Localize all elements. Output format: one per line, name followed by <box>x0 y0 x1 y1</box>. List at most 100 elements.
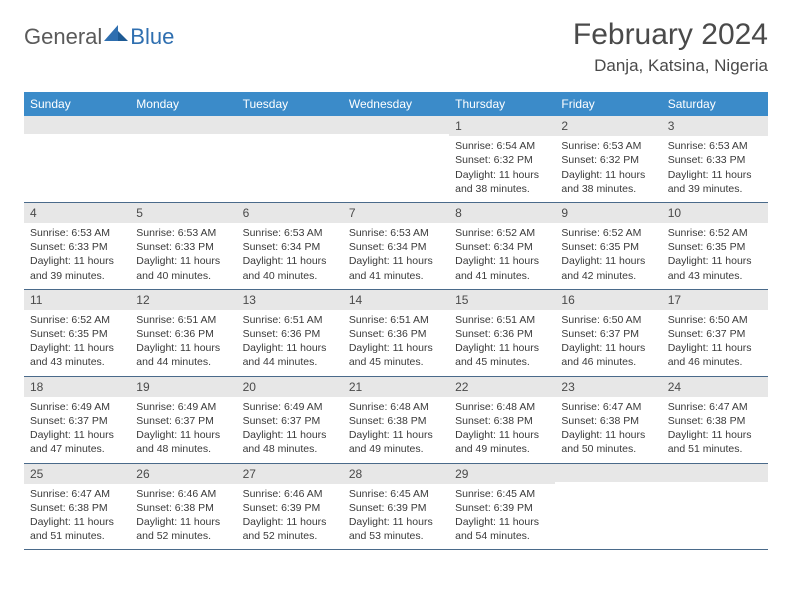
day-number: 13 <box>237 290 343 310</box>
day-body: Sunrise: 6:49 AMSunset: 6:37 PMDaylight:… <box>130 397 236 463</box>
sunset: Sunset: 6:34 PM <box>243 240 337 254</box>
daylight-line1: Daylight: 11 hours <box>455 515 549 529</box>
day-number <box>130 116 236 134</box>
sunset: Sunset: 6:38 PM <box>668 414 762 428</box>
daylight-line1: Daylight: 11 hours <box>455 428 549 442</box>
sunset: Sunset: 6:38 PM <box>561 414 655 428</box>
day-cell: 17Sunrise: 6:50 AMSunset: 6:37 PMDayligh… <box>662 290 768 376</box>
daylight-line2: and 52 minutes. <box>136 529 230 543</box>
day-body: Sunrise: 6:50 AMSunset: 6:37 PMDaylight:… <box>555 310 661 376</box>
sunrise: Sunrise: 6:54 AM <box>455 139 549 153</box>
daylight-line2: and 39 minutes. <box>30 269 124 283</box>
day-body: Sunrise: 6:52 AMSunset: 6:34 PMDaylight:… <box>449 223 555 289</box>
day-number: 7 <box>343 203 449 223</box>
daylight-line1: Daylight: 11 hours <box>455 341 549 355</box>
day-body: Sunrise: 6:47 AMSunset: 6:38 PMDaylight:… <box>555 397 661 463</box>
daylight-line1: Daylight: 11 hours <box>30 428 124 442</box>
daylight-line2: and 51 minutes. <box>30 529 124 543</box>
title-block: February 2024 Danja, Katsina, Nigeria <box>573 18 768 76</box>
day-number: 28 <box>343 464 449 484</box>
sunset: Sunset: 6:39 PM <box>455 501 549 515</box>
day-number: 23 <box>555 377 661 397</box>
sunrise: Sunrise: 6:50 AM <box>561 313 655 327</box>
daylight-line1: Daylight: 11 hours <box>561 428 655 442</box>
daylight-line1: Daylight: 11 hours <box>561 341 655 355</box>
sunset: Sunset: 6:33 PM <box>30 240 124 254</box>
daylight-line1: Daylight: 11 hours <box>561 254 655 268</box>
day-cell: 8Sunrise: 6:52 AMSunset: 6:34 PMDaylight… <box>449 203 555 289</box>
day-number: 1 <box>449 116 555 136</box>
sunset: Sunset: 6:33 PM <box>136 240 230 254</box>
daylight-line1: Daylight: 11 hours <box>668 254 762 268</box>
daylight-line1: Daylight: 11 hours <box>668 341 762 355</box>
day-cell: 15Sunrise: 6:51 AMSunset: 6:36 PMDayligh… <box>449 290 555 376</box>
day-body: Sunrise: 6:53 AMSunset: 6:32 PMDaylight:… <box>555 136 661 202</box>
daylight-line1: Daylight: 11 hours <box>136 254 230 268</box>
logo-triangle-icon <box>104 25 128 41</box>
day-cell: 23Sunrise: 6:47 AMSunset: 6:38 PMDayligh… <box>555 377 661 463</box>
day-cell <box>662 464 768 550</box>
day-number: 6 <box>237 203 343 223</box>
calendar: SundayMondayTuesdayWednesdayThursdayFrid… <box>24 92 768 550</box>
sunset: Sunset: 6:37 PM <box>243 414 337 428</box>
month-title: February 2024 <box>573 18 768 52</box>
day-number: 19 <box>130 377 236 397</box>
daylight-line1: Daylight: 11 hours <box>243 428 337 442</box>
sunrise: Sunrise: 6:53 AM <box>668 139 762 153</box>
sunset: Sunset: 6:32 PM <box>455 153 549 167</box>
day-cell: 16Sunrise: 6:50 AMSunset: 6:37 PMDayligh… <box>555 290 661 376</box>
sunset: Sunset: 6:37 PM <box>30 414 124 428</box>
daylight-line2: and 42 minutes. <box>561 269 655 283</box>
sunrise: Sunrise: 6:53 AM <box>349 226 443 240</box>
weekday-header: Sunday <box>24 92 130 116</box>
daylight-line2: and 44 minutes. <box>243 355 337 369</box>
sunrise: Sunrise: 6:53 AM <box>30 226 124 240</box>
day-number: 20 <box>237 377 343 397</box>
day-cell: 1 Sunrise: 6:54 AMSunset: 6:32 PMDaylight… <box>449 116 555 202</box>
header: General Blue February 2024 Danja, Katsin… <box>24 18 768 76</box>
daylight-line1: Daylight: 11 hours <box>349 254 443 268</box>
sunrise: Sunrise: 6:45 AM <box>349 487 443 501</box>
day-cell: 5Sunrise: 6:53 AMSunset: 6:33 PMDaylight… <box>130 203 236 289</box>
sunrise: Sunrise: 6:51 AM <box>455 313 549 327</box>
day-number: 22 <box>449 377 555 397</box>
sunrise: Sunrise: 6:52 AM <box>668 226 762 240</box>
daylight-line2: and 53 minutes. <box>349 529 443 543</box>
daylight-line1: Daylight: 11 hours <box>455 168 549 182</box>
day-number: 8 <box>449 203 555 223</box>
sunset: Sunset: 6:36 PM <box>349 327 443 341</box>
sunset: Sunset: 6:38 PM <box>30 501 124 515</box>
daylight-line2: and 38 minutes. <box>455 182 549 196</box>
day-number: 15 <box>449 290 555 310</box>
week-row: 1 Sunrise: 6:54 AMSunset: 6:32 PMDaylight… <box>24 116 768 203</box>
day-number <box>237 116 343 134</box>
sunrise: Sunrise: 6:49 AM <box>243 400 337 414</box>
sunset: Sunset: 6:37 PM <box>668 327 762 341</box>
daylight-line1: Daylight: 11 hours <box>349 515 443 529</box>
sunrise: Sunrise: 6:46 AM <box>136 487 230 501</box>
daylight-line1: Daylight: 11 hours <box>455 254 549 268</box>
day-number: 25 <box>24 464 130 484</box>
daylight-line1: Daylight: 11 hours <box>243 254 337 268</box>
weekday-header: Friday <box>555 92 661 116</box>
daylight-line2: and 49 minutes. <box>349 442 443 456</box>
day-cell <box>24 116 130 202</box>
daylight-line2: and 43 minutes. <box>668 269 762 283</box>
day-cell: 6Sunrise: 6:53 AMSunset: 6:34 PMDaylight… <box>237 203 343 289</box>
sunrise: Sunrise: 6:48 AM <box>455 400 549 414</box>
day-body: Sunrise: 6:47 AMSunset: 6:38 PMDaylight:… <box>662 397 768 463</box>
sunset: Sunset: 6:38 PM <box>455 414 549 428</box>
day-body: Sunrise: 6:53 AMSunset: 6:33 PMDaylight:… <box>24 223 130 289</box>
day-number: 4 <box>24 203 130 223</box>
day-cell: 2Sunrise: 6:53 AMSunset: 6:32 PMDaylight… <box>555 116 661 202</box>
day-number <box>555 464 661 482</box>
day-number: 14 <box>343 290 449 310</box>
daylight-line1: Daylight: 11 hours <box>30 254 124 268</box>
day-cell: 21Sunrise: 6:48 AMSunset: 6:38 PMDayligh… <box>343 377 449 463</box>
sunrise: Sunrise: 6:47 AM <box>668 400 762 414</box>
day-body: Sunrise: 6:53 AMSunset: 6:34 PMDaylight:… <box>237 223 343 289</box>
daylight-line1: Daylight: 11 hours <box>668 428 762 442</box>
day-cell: 26Sunrise: 6:46 AMSunset: 6:38 PMDayligh… <box>130 464 236 550</box>
day-body: Sunrise: 6:45 AMSunset: 6:39 PMDaylight:… <box>343 484 449 550</box>
logo-text-general: General <box>24 24 102 50</box>
